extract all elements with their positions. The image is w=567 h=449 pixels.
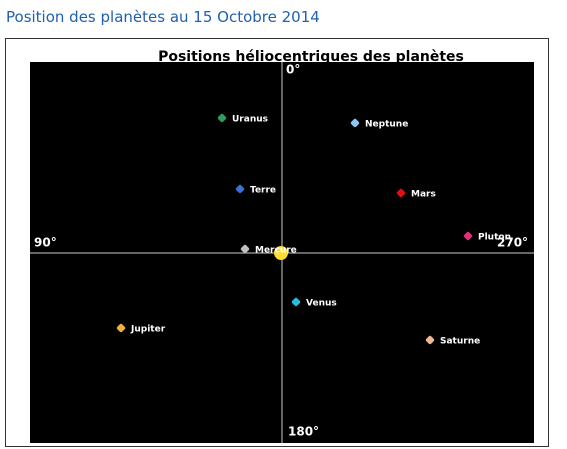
planet-label: Neptune xyxy=(365,120,408,130)
planet-label: Venus xyxy=(306,299,337,309)
planet-label: Mercure xyxy=(255,246,297,256)
planet-marker xyxy=(463,231,473,241)
direction-label: 90° xyxy=(34,236,57,250)
planet-label: Terre xyxy=(250,186,276,196)
direction-label: 0° xyxy=(286,63,300,77)
planet-marker xyxy=(396,188,406,198)
planet-marker xyxy=(240,244,250,254)
planet-marker xyxy=(350,118,360,128)
diagram-title: Positions héliocentriques des planètes xyxy=(158,49,464,65)
sun xyxy=(274,246,288,260)
planet-label: Uranus xyxy=(232,115,268,125)
planet-label: Pluton xyxy=(478,233,511,243)
planet-marker xyxy=(425,335,435,345)
planet-label: Mars xyxy=(411,190,436,200)
planet-marker xyxy=(291,297,301,307)
planet-label: Saturne xyxy=(440,337,480,347)
planet-marker xyxy=(116,323,126,333)
page-title: Position des planètes au 15 Octobre 2014 xyxy=(6,8,320,26)
planet-label: Jupiter xyxy=(130,325,166,335)
direction-label: 270° xyxy=(497,236,528,250)
planet-marker xyxy=(235,184,245,194)
direction-label: 180° xyxy=(288,425,319,439)
planet-marker xyxy=(217,113,227,123)
